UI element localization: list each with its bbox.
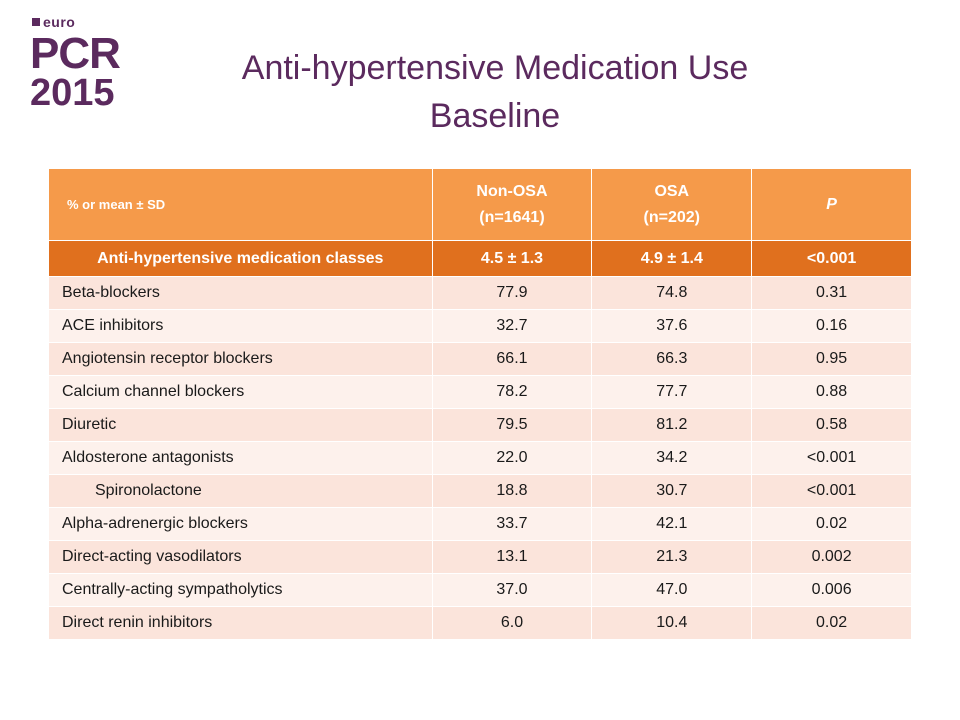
row-p: <0.001 [751, 441, 912, 475]
row-non-osa: 37.0 [431, 573, 593, 607]
row-non-osa: 22.0 [431, 441, 593, 475]
logo-year-text: 2015 [30, 72, 115, 114]
row-label: ACE inhibitors [48, 309, 433, 343]
row-p: 0.95 [751, 342, 912, 376]
row-label: Direct renin inhibitors [48, 606, 433, 640]
row-non-osa: 6.0 [431, 606, 593, 640]
logo-pcr-text: PCR [30, 29, 121, 78]
row-non-osa: 66.1 [431, 342, 593, 376]
row-osa: 42.1 [591, 507, 753, 541]
row-label: Angiotensin receptor blockers [48, 342, 433, 376]
table-row: Beta-blockers 77.9 74.8 0.31 [48, 276, 912, 310]
row-p: 0.02 [751, 606, 912, 640]
class-row-osa: 4.9 ± 1.4 [591, 240, 753, 277]
row-osa: 74.8 [591, 276, 753, 310]
row-osa: 21.3 [591, 540, 753, 574]
row-label: Centrally-acting sympatholytics [48, 573, 433, 607]
row-osa: 81.2 [591, 408, 753, 442]
slide-title-line1: Anti-hypertensive Medication Use [241, 49, 749, 87]
row-osa: 47.0 [591, 573, 753, 607]
row-osa: 30.7 [591, 474, 753, 508]
table-header-row: % or mean ± SD Non-OSA (n=1641) OSA (n=2… [48, 168, 912, 241]
header-osa-n: (n=202) [643, 208, 700, 226]
row-osa: 77.7 [591, 375, 753, 409]
row-p: 0.006 [751, 573, 912, 607]
header-non-osa: Non-OSA (n=1641) [431, 168, 593, 241]
row-p: <0.001 [751, 474, 912, 508]
row-label: Alpha-adrenergic blockers [48, 507, 433, 541]
table-row: Angiotensin receptor blockers 66.1 66.3 … [48, 342, 912, 376]
row-p: 0.02 [751, 507, 912, 541]
table-row: Centrally-acting sympatholytics 37.0 47.… [48, 573, 912, 607]
header-non-osa-n: (n=1641) [479, 208, 545, 226]
row-osa: 10.4 [591, 606, 753, 640]
header-p: P [751, 168, 912, 241]
slide-title: Anti-hypertensive Medication Use Baselin… [170, 44, 820, 140]
row-non-osa: 13.1 [431, 540, 593, 574]
row-p: 0.16 [751, 309, 912, 343]
logo-square-mark [32, 18, 40, 26]
logo-euro-text: euro [43, 14, 76, 30]
row-p: 0.58 [751, 408, 912, 442]
europcr-2015-logo: euro PCR 2015 [30, 14, 122, 114]
table-row: Spironolactone 18.8 30.7 <0.001 [48, 474, 912, 508]
row-label: Direct-acting vasodilators [48, 540, 433, 574]
row-osa: 66.3 [591, 342, 753, 376]
medication-table: % or mean ± SD Non-OSA (n=1641) OSA (n=2… [48, 168, 912, 640]
header-non-osa-name: Non-OSA [476, 182, 548, 200]
table-row: ACE inhibitors 32.7 37.6 0.16 [48, 309, 912, 343]
row-p: 0.002 [751, 540, 912, 574]
row-p: 0.31 [751, 276, 912, 310]
header-osa: OSA (n=202) [591, 168, 753, 241]
table-row: Diuretic 79.5 81.2 0.58 [48, 408, 912, 442]
class-row-non-osa: 4.5 ± 1.3 [431, 240, 593, 277]
row-non-osa: 32.7 [431, 309, 593, 343]
class-row-p: <0.001 [751, 240, 912, 277]
table-row: Direct-acting vasodilators 13.1 21.3 0.0… [48, 540, 912, 574]
slide-title-line2: Baseline [429, 97, 561, 135]
table-row: Alpha-adrenergic blockers 33.7 42.1 0.02 [48, 507, 912, 541]
row-label: Beta-blockers [48, 276, 433, 310]
row-non-osa: 77.9 [431, 276, 593, 310]
table-class-row: Anti-hypertensive medication classes 4.5… [48, 240, 912, 277]
row-osa: 34.2 [591, 441, 753, 475]
header-label: % or mean ± SD [48, 168, 433, 241]
row-non-osa: 18.8 [431, 474, 593, 508]
row-non-osa: 79.5 [431, 408, 593, 442]
header-osa-name: OSA [654, 182, 690, 200]
table-row: Calcium channel blockers 78.2 77.7 0.88 [48, 375, 912, 409]
row-label: Aldosterone antagonists [48, 441, 433, 475]
row-osa: 37.6 [591, 309, 753, 343]
table-row: Direct renin inhibitors 6.0 10.4 0.02 [48, 606, 912, 640]
row-label: Diuretic [48, 408, 433, 442]
class-row-label: Anti-hypertensive medication classes [48, 240, 433, 277]
row-non-osa: 33.7 [431, 507, 593, 541]
row-p: 0.88 [751, 375, 912, 409]
row-label: Spironolactone [48, 474, 433, 508]
row-label: Calcium channel blockers [48, 375, 433, 409]
row-non-osa: 78.2 [431, 375, 593, 409]
table-row: Aldosterone antagonists 22.0 34.2 <0.001 [48, 441, 912, 475]
